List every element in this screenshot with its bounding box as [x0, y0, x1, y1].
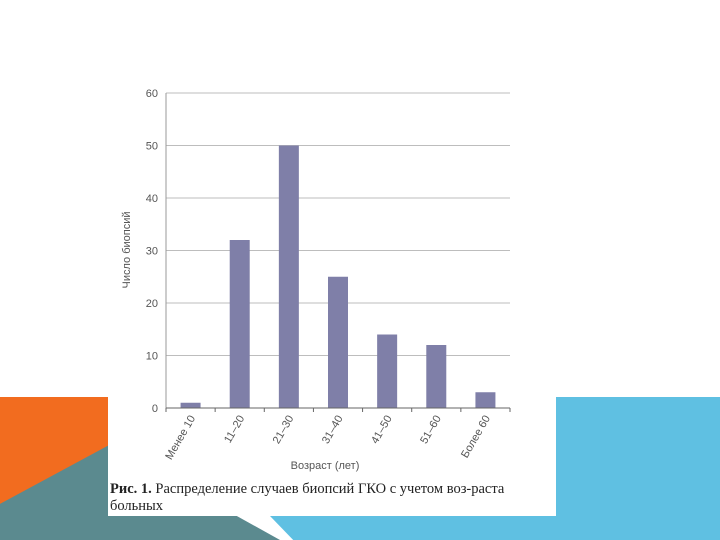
- bar-chart: 0 10 20 30 40 50 60 Менее 10 11–20 21–30 31–40 41–5…: [121, 88, 511, 472]
- bar: [426, 345, 447, 408]
- bar: [475, 392, 496, 408]
- y-tick-label: 20: [146, 298, 158, 310]
- bar: [377, 334, 398, 408]
- x-tick-label: 41–50: [369, 414, 395, 446]
- x-tick-label: 11–20: [222, 414, 247, 446]
- bar: [278, 145, 299, 408]
- y-tick-label: 10: [146, 351, 158, 363]
- y-axis-label: Число биопсий: [121, 212, 133, 289]
- figure-caption: Рис. 1. Распределение случаев биопсий ГК…: [110, 481, 530, 515]
- x-tick-label: 21–30: [271, 414, 297, 446]
- figure-panel: 0 10 20 30 40 50 60 Менее 10 11–20 21–30 31–40 41–5…: [108, 80, 556, 516]
- x-tick-label: Более 60: [459, 414, 493, 461]
- caption-label: Рис. 1.: [110, 481, 152, 497]
- decorative-blue-strip: [270, 516, 560, 540]
- caption-text: Распределение случаев биопсий ГКО с учет…: [110, 481, 505, 514]
- y-tick-label: 40: [146, 193, 158, 205]
- bar: [328, 276, 348, 408]
- bar: [229, 240, 250, 408]
- x-tick-label: Менее 10: [163, 414, 198, 462]
- y-tick-label: 50: [146, 141, 158, 153]
- y-tick-label: 60: [146, 88, 158, 100]
- y-tick-label: 30: [146, 246, 158, 258]
- x-tick-label: 31–40: [320, 414, 346, 446]
- x-tick-label: 51–60: [418, 414, 444, 446]
- decorative-blue-block: [555, 397, 720, 540]
- y-tick-label: 0: [152, 403, 158, 415]
- x-axis-label: Возраст (лет): [291, 460, 360, 472]
- bars: [180, 145, 496, 408]
- bar: [180, 402, 201, 408]
